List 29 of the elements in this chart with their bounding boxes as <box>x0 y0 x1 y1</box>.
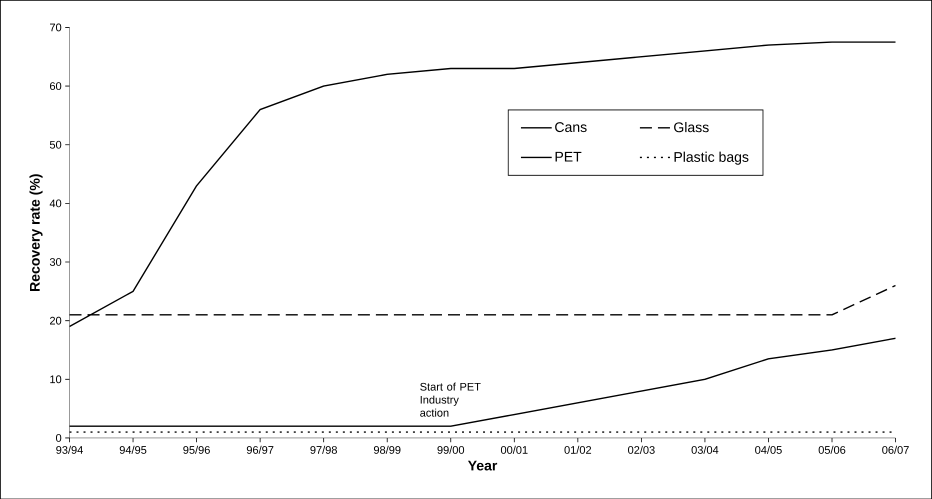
x-axis-title: Year <box>468 460 498 470</box>
annotation: Start of PET Industry action <box>420 382 481 416</box>
x-tick-label: 99/00 <box>437 446 464 454</box>
x-tick-label: 04/05 <box>755 446 782 454</box>
x-tick-label: 93/94 <box>56 446 83 454</box>
x-tick-label: 97/98 <box>310 446 337 454</box>
x-tick-label: 98/99 <box>374 446 400 454</box>
legend-label: Glass <box>674 122 709 132</box>
y-tick-label: 20 <box>50 316 62 324</box>
y-tick-label: 0 <box>56 434 62 442</box>
y-tick-label: 70 <box>50 23 62 32</box>
x-tick-label: 00/01 <box>500 446 528 454</box>
x-tick-label: 03/04 <box>692 446 718 454</box>
y-axis-title: Recovery rate (%) <box>29 174 43 291</box>
legend-label: Plastic bags <box>674 151 748 164</box>
y-tick-label: 50 <box>50 140 62 148</box>
x-tick-label: 02/03 <box>628 446 655 454</box>
x-tick-label: 95/96 <box>183 446 210 454</box>
y-tick-label: 40 <box>50 199 62 208</box>
legend-label: Cans <box>555 122 587 132</box>
y-tick-label: 10 <box>50 375 62 383</box>
x-tick-label: 01/02 <box>564 446 592 454</box>
x-tick-label: 05/06 <box>818 446 846 454</box>
y-tick-label: 60 <box>50 82 62 90</box>
y-tick-label: 30 <box>50 258 62 266</box>
legend-label: PET <box>556 152 582 162</box>
x-tick-label: 96/97 <box>246 446 274 454</box>
x-tick-label: 94/95 <box>120 446 146 454</box>
x-tick-label: 06/07 <box>882 446 909 454</box>
